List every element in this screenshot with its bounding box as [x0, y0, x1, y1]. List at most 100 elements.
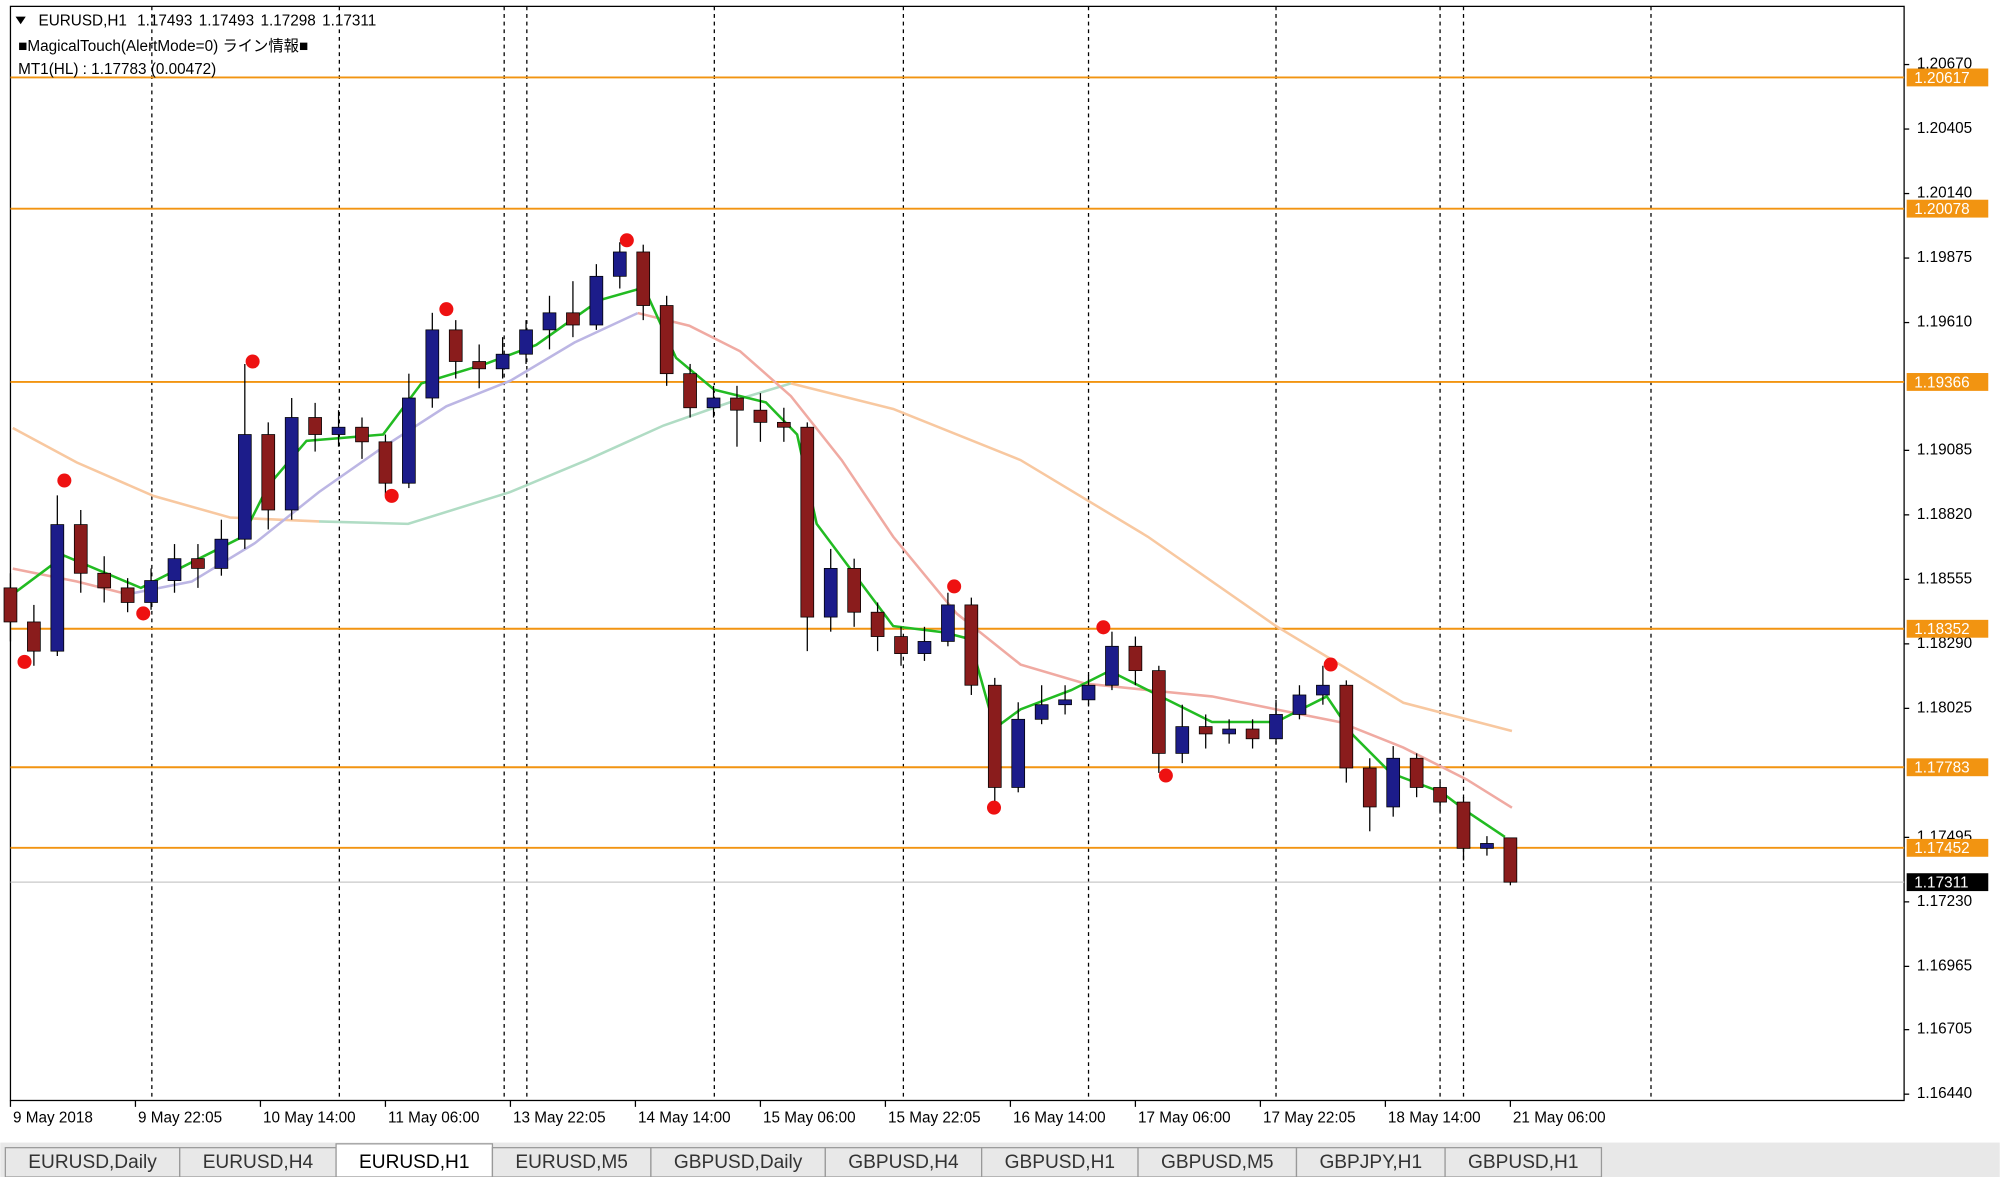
candle-body [448, 329, 463, 362]
tab-label[interactable]: GBPUSD,H1 [1005, 1152, 1115, 1173]
candle-body [894, 636, 908, 654]
x-tick-label: 10 May 14:00 [263, 1109, 356, 1126]
tab[interactable]: EURUSD,H1 [335, 1143, 494, 1177]
moving-average [790, 382, 1513, 733]
x-tick-label: 11 May 06:00 [388, 1109, 480, 1126]
level-label-box [1906, 838, 1989, 857]
x-tick-label: 21 May 06:00 [1513, 1109, 1606, 1126]
candle-body [1222, 728, 1236, 735]
tab-label[interactable]: GBPUSD,H4 [848, 1152, 959, 1173]
tab-bg [1137, 1147, 1298, 1177]
candle-body [378, 441, 393, 484]
fractal-marker [1323, 657, 1338, 672]
candle-body [425, 329, 440, 399]
candle-body [1503, 837, 1518, 883]
tab-label[interactable]: EURUSD,H4 [203, 1152, 314, 1173]
level-label-box [1906, 68, 1989, 87]
y-tick-label: 1.19875 [1917, 249, 1972, 266]
candle-body [402, 397, 416, 484]
level-label-box [1906, 758, 1989, 777]
tab-label[interactable]: GBPJPY,H1 [1319, 1152, 1422, 1173]
candle-body [730, 397, 744, 411]
tab[interactable]: GBPUSD,H1 [981, 1147, 1139, 1177]
fractal-marker [245, 354, 260, 369]
x-tick-label: 9 May 2018 [13, 1109, 93, 1126]
tab-bg [335, 1143, 494, 1177]
tab-label[interactable]: EURUSD,H1 [359, 1152, 469, 1173]
level-label: 1.17452 [1914, 840, 1969, 857]
candle-body [612, 251, 627, 277]
x-tick-label: 17 May 06:00 [1138, 1109, 1231, 1126]
candle-body [1081, 684, 1096, 701]
level-label-box [1906, 373, 1989, 391]
candle-body [941, 604, 955, 642]
x-tick-label: 13 May 22:05 [513, 1109, 606, 1126]
candle-body [1269, 714, 1283, 740]
candle-body [1292, 694, 1307, 715]
candle-body [566, 312, 580, 326]
candle-body [472, 361, 487, 370]
candle-body [1011, 718, 1026, 788]
tab[interactable]: EURUSD,H4 [179, 1147, 337, 1177]
candle-body [753, 409, 768, 423]
candle-body [50, 524, 65, 652]
moving-average [12, 567, 128, 596]
header-line: EURUSD,H1 1.17493 1.17493 1.17298 1.17311 [39, 13, 377, 30]
fractal-marker [136, 606, 151, 621]
ohlc-value: 1.17493 [137, 13, 192, 30]
tab[interactable]: EURUSD,M5 [491, 1147, 652, 1177]
candle-body [1433, 787, 1447, 803]
candle-body [800, 426, 815, 618]
candle-body [987, 684, 1002, 788]
y-tick-label: 1.19610 [1917, 314, 1972, 331]
tab[interactable]: GBPUSD,H1 [1444, 1147, 1603, 1177]
fractal-marker [986, 800, 1002, 815]
y-tick-label: 1.16965 [1917, 957, 1972, 974]
tab-label[interactable]: EURUSD,M5 [515, 1152, 628, 1173]
candle-body [1362, 767, 1377, 808]
candle-body [1339, 684, 1354, 769]
candle-body [214, 538, 229, 569]
candle-body [355, 426, 369, 443]
ohlc-value: 1.17311 [322, 13, 376, 30]
tab-label[interactable]: GBPUSD,Daily [674, 1152, 803, 1173]
fractal-marker [17, 654, 32, 669]
level-label-box [1906, 619, 1989, 638]
y-tick-label: 1.18025 [1917, 699, 1972, 716]
candle-body [706, 397, 721, 409]
tab[interactable]: GBPUSD,H4 [824, 1147, 983, 1177]
ohlc-value: 1.17493 [199, 13, 254, 30]
tab-label[interactable]: GBPUSD,H1 [1468, 1152, 1578, 1173]
x-tick-label: 16 May 14:00 [1013, 1109, 1106, 1126]
candle-body [1480, 843, 1494, 849]
y-tick-label: 1.19085 [1917, 441, 1972, 458]
last-price-box [1906, 873, 1989, 892]
candle-body [3, 587, 18, 623]
mt1-label: MT1(HL) : 1.17783 (0.00472) [18, 61, 216, 78]
tab-label[interactable]: GBPUSD,M5 [1161, 1152, 1274, 1173]
candle-body [1058, 699, 1072, 706]
candle-body [847, 568, 861, 613]
x-tick-label: 15 May 06:00 [763, 1109, 856, 1126]
ohlc-value: 1.17298 [260, 13, 315, 30]
candle-body [73, 524, 88, 574]
tab[interactable]: GBPUSD,M5 [1137, 1147, 1298, 1177]
level-label: 1.18352 [1914, 621, 1969, 638]
tab-label[interactable]: EURUSD,Daily [28, 1152, 157, 1173]
candle-body [1105, 645, 1119, 686]
candle-body [237, 434, 252, 540]
tab-bg [491, 1147, 652, 1177]
candle-body [683, 373, 697, 409]
x-tick-label: 17 May 22:05 [1263, 1109, 1356, 1126]
tab[interactable]: GBPUSD,Daily [650, 1147, 826, 1177]
fractal-marker [439, 302, 454, 317]
y-tick-label: 1.20670 [1917, 56, 1972, 73]
tab[interactable]: GBPJPY,H1 [1295, 1147, 1446, 1177]
tab-bg [4, 1147, 181, 1177]
tab[interactable]: EURUSD,Daily [4, 1147, 181, 1177]
candle-body [495, 353, 510, 370]
candle-body [1316, 684, 1330, 696]
candle-body [870, 611, 885, 637]
candle-body [519, 329, 533, 355]
